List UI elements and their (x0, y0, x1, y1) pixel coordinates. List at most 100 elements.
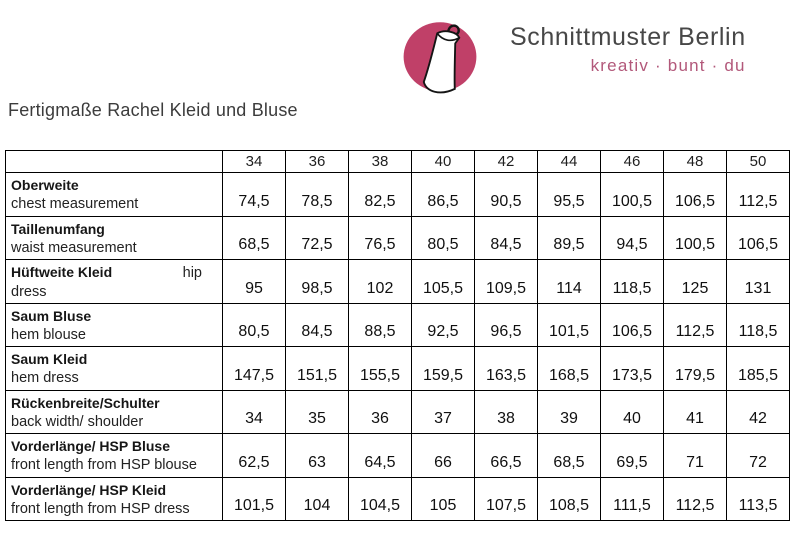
size-column-header: 42 (474, 150, 538, 173)
measurement-value: 106,5 (726, 215, 790, 260)
measurement-value: 86,5 (411, 172, 475, 217)
measurement-value: 100,5 (663, 215, 727, 260)
table-row: Saum Bluse hem blouse 80,5 84,5 88,5 92,5 96,5… (5, 302, 790, 347)
measurement-value: 80,5 (411, 215, 475, 260)
dress-on-hanger-icon (403, 22, 477, 94)
measurement-value: 101,5 (222, 476, 286, 521)
measurement-value: 118,5 (600, 259, 664, 304)
measurement-value: 92,5 (411, 302, 475, 347)
size-column-header: 40 (411, 150, 475, 173)
size-column-header: 34 (222, 150, 286, 173)
measurement-value: 68,5 (222, 215, 286, 260)
measurement-value: 118,5 (726, 302, 790, 347)
measurement-value: 125 (663, 259, 727, 304)
size-column-header: 44 (537, 150, 601, 173)
measurement-value: 131 (726, 259, 790, 304)
measurement-value: 41 (663, 389, 727, 434)
measurement-value: 114 (537, 259, 601, 304)
table-row: Saum Kleid hem dress 147,5 151,5 155,5 159,5 1… (5, 346, 790, 391)
measurement-value: 179,5 (663, 346, 727, 391)
row-label: Vorderlänge/ HSP Bluse front length from … (5, 433, 223, 478)
size-header-row: 34 36 38 40 42 44 46 48 50 (5, 150, 790, 173)
measurement-value: 112,5 (663, 476, 727, 521)
measurement-value: 159,5 (411, 346, 475, 391)
measurement-value: 88,5 (348, 302, 412, 347)
measurement-value: 84,5 (474, 215, 538, 260)
table-row: Rückenbreite/Schulter back width/ shoulde… (5, 389, 790, 434)
row-label-german-text: Vorderlänge/ HSP Kleid (11, 481, 167, 498)
measurement-value: 69,5 (600, 433, 664, 478)
measurement-value: 151,5 (285, 346, 349, 391)
measurement-value: 84,5 (285, 302, 349, 347)
row-label: Saum Kleid hem dress (5, 346, 223, 391)
measurement-value: 147,5 (222, 346, 286, 391)
measurement-value: 95,5 (537, 172, 601, 217)
measurement-value: 74,5 (222, 172, 286, 217)
measurement-value: 104 (285, 476, 349, 521)
measurement-value: 34 (222, 389, 286, 434)
measurement-value: 105,5 (411, 259, 475, 304)
measurement-value: 108,5 (537, 476, 601, 521)
measurement-value: 89,5 (537, 215, 601, 260)
measurement-value: 94,5 (600, 215, 664, 260)
measurement-value: 96,5 (474, 302, 538, 347)
row-label-german: Rückenbreite/Schulter (11, 393, 216, 413)
measurement-value: 80,5 (222, 302, 286, 347)
measurement-value: 62,5 (222, 433, 286, 478)
row-label-german-text: Taillenumfang (11, 220, 105, 237)
measurement-value: 113,5 (726, 476, 790, 521)
measurement-value: 82,5 (348, 172, 412, 217)
row-label-english: back width/ shoulder (11, 413, 144, 430)
brand-logo: Schnittmuster Berlin kreativ · bunt · du (398, 10, 746, 98)
measurement-value: 35 (285, 389, 349, 434)
measurement-value: 163,5 (474, 346, 538, 391)
measurement-value: 106,5 (663, 172, 727, 217)
row-label: Saum Bluse hem blouse (5, 302, 223, 347)
measurement-value: 37 (411, 389, 475, 434)
row-label-german: Saum Kleid (11, 349, 216, 369)
row-label-german: Hüftweite Kleid hip (11, 262, 216, 283)
brand-name: Schnittmuster Berlin (510, 23, 746, 51)
table-corner-cell (5, 150, 223, 173)
measurement-value: 185,5 (726, 346, 790, 391)
measurement-value: 63 (285, 433, 349, 478)
table-row: Vorderlänge/ HSP Bluse front length from … (5, 433, 790, 478)
measurement-value: 39 (537, 389, 601, 434)
measurement-table: 34 36 38 40 42 44 46 48 50 Oberweite chest measur… (5, 150, 790, 521)
measurement-value: 105 (411, 476, 475, 521)
measurement-value: 42 (726, 389, 790, 434)
row-label-english-inline: hip (182, 265, 202, 281)
brand-text: Schnittmuster Berlin kreativ · bunt · du (510, 23, 746, 76)
page-title: Fertigmaße Rachel Kleid und Bluse (8, 100, 298, 120)
row-label-german: Vorderlänge/ HSP Kleid (11, 480, 216, 500)
measurement-value: 95 (222, 259, 286, 304)
measurement-value: 106,5 (600, 302, 664, 347)
dress-neckline-icon (436, 32, 460, 42)
measurement-value: 111,5 (600, 476, 664, 521)
measurement-value: 38 (474, 389, 538, 434)
row-label-german-text: Saum Kleid (11, 351, 88, 367)
row-label-german-text: Saum Bluse (11, 307, 92, 324)
row-label-german-text: Hüftweite Kleid (11, 264, 113, 280)
dress-body-icon (422, 30, 461, 94)
measurement-value: 104,5 (348, 476, 412, 521)
row-label-german-text: Oberweite (11, 177, 79, 193)
measurement-value: 112,5 (726, 172, 790, 217)
size-column-header: 48 (663, 150, 727, 173)
row-label-german-text: Vorderlänge/ HSP Bluse (11, 438, 170, 454)
table-row: Hüftweite Kleid hip dress 95 98,5 102 105,5 109… (5, 259, 790, 304)
row-label-english: front length from HSP dress (11, 500, 190, 517)
measurement-value: 107,5 (474, 476, 538, 521)
measurement-value: 66 (411, 433, 475, 478)
measurement-value: 90,5 (474, 172, 538, 217)
table-row: Oberweite chest measurement 74,5 78,5 82,5 86… (5, 172, 790, 217)
measurement-value: 72 (726, 433, 790, 478)
table-row: Vorderlänge/ HSP Kleid front length from … (5, 476, 790, 521)
row-label-english: chest measurement (11, 196, 139, 212)
row-label-german: Taillenumfang (11, 219, 216, 239)
row-label: Hüftweite Kleid hip dress (5, 259, 223, 304)
row-label: Rückenbreite/Schulter back width/ shoulde… (5, 389, 223, 434)
measurement-value: 68,5 (537, 433, 601, 478)
measurement-value: 78,5 (285, 172, 349, 217)
row-label-german: Oberweite (11, 175, 216, 195)
